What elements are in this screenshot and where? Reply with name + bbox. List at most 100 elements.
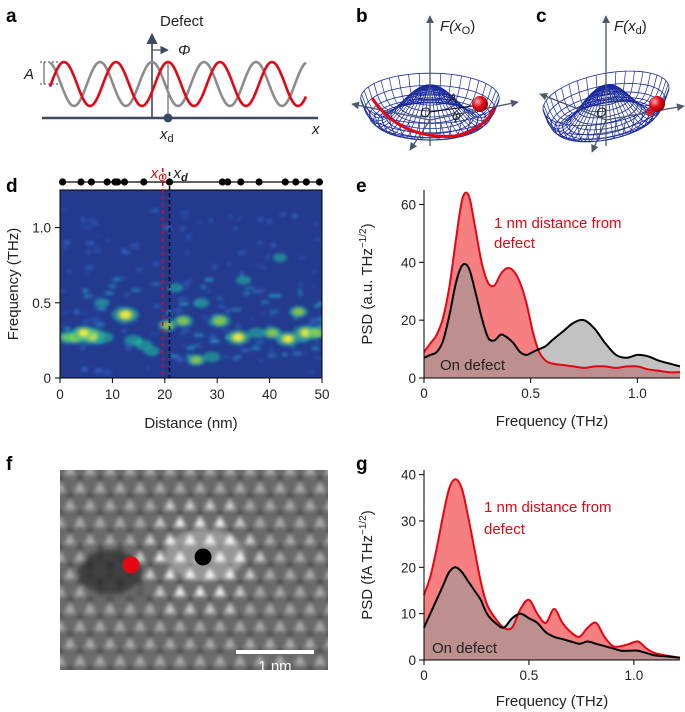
ytick-label: 20 [401,313,416,328]
stm-hollow [166,492,174,500]
stm-atom [124,672,136,683]
stm-hollow [197,683,204,690]
series-line-black [423,566,681,659]
heatmap-streak [308,320,317,325]
d-ylabel: Frequency (THz) [5,228,22,341]
stm-atom [274,550,286,562]
heatmap-hotspot-mid [266,328,279,337]
heatmap-streak [260,288,266,293]
heatmap-streak [85,265,94,271]
stm-atom [194,585,206,597]
stm-hollow [326,666,328,670]
heatmap-streak [267,253,272,258]
trajectory-ring-b [370,97,496,138]
heatmap-streak [292,351,301,355]
heatmap-streak [315,341,320,344]
wave-perturbed [48,60,308,108]
state-ball-b [472,96,488,112]
stm-atom [164,498,176,510]
xd-label-d: xd [173,165,189,184]
heatmap-streak [209,334,216,339]
heatmap-streak [200,285,207,289]
heatmap-hotspot-mid [161,321,173,330]
stm-atom [244,672,256,683]
stm-hollow [66,665,74,670]
stm-hollow [257,683,264,690]
bowl-meridian [408,85,431,140]
heatmap-streak [93,250,102,253]
atom-dot [87,178,95,186]
stm-atom [324,672,336,683]
heatmap-streak [299,351,308,356]
heatmap-streak [180,210,189,214]
bowl-meridian [605,85,617,140]
stm-hollow [57,683,64,690]
stm-hollow [266,630,274,638]
stm-atom [164,672,176,683]
stm-hollow [256,544,264,552]
series-fill-black [424,567,680,660]
heatmap-streak [103,370,112,375]
heatmap-streak [121,329,127,333]
bowl-meridian [577,85,607,143]
atom-dot [103,178,111,186]
stm-hollow [326,631,328,638]
stm-hollow [86,492,94,500]
stm-atom [134,585,146,597]
heatmap-streak [81,367,88,372]
stm-atom [234,654,246,666]
atom-dot [224,178,232,186]
xd-label: xd [159,126,174,145]
stm-hollow [276,475,284,483]
heatmap-streak [266,219,273,225]
atom-dot [302,178,310,186]
stm-hollow [196,475,204,483]
stm-atom [124,498,136,510]
heatmap-streak [169,354,178,358]
stm-atom [154,654,166,666]
heatmap-streak [312,269,317,273]
heatmap-streak [298,282,303,286]
stm-hollow [326,562,328,569]
bowl-meridian [568,85,607,142]
stm-atom [314,654,326,666]
panel-label-e: e [356,176,367,197]
stm-hollow [216,509,224,517]
stm-hollow [226,630,234,638]
stm-atom [184,498,196,510]
stm-atom [104,672,116,683]
heatmap-streak [124,293,130,296]
stm-atom [44,533,56,544]
stm-atom [324,470,328,475]
atom-dot [120,178,129,186]
stm-hollow [156,578,164,586]
stm-atom [194,654,206,666]
stm-hollow [126,492,134,500]
stm-hollow [176,613,184,621]
stm-hollow [186,630,194,638]
amp-label-b: A [447,91,457,106]
x-axis-label: x [311,121,320,138]
axis-front-b [409,119,431,151]
heatmap-streak [64,240,70,245]
stm-atom [44,499,56,510]
stm-atom [44,602,56,613]
stm-hollow [337,579,344,586]
stm-hollow [136,509,144,517]
heatmap-hotspot-outer [193,297,210,308]
stm-hollow [106,492,114,500]
stm-atom [164,602,176,614]
stm-atom [204,637,216,648]
stm-hollow [76,648,84,656]
stm-hollow [106,665,114,670]
stm-hollow [76,613,84,621]
stm-atom [304,567,316,579]
heatmap-streak [86,241,95,245]
panel-f-stm-image: 1 nm [44,470,344,690]
e-xlabel: Frequency (THz) [496,413,609,430]
heatmap-streak [150,208,159,213]
heatmap-hotspot-outer [143,346,160,356]
heatmap-streak [95,368,103,373]
heatmap-hotspot-outer [167,283,183,293]
